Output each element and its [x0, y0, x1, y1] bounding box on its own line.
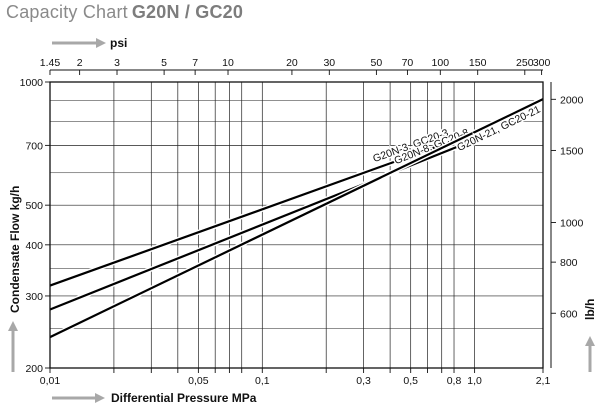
psi-tick-label: 3	[114, 57, 120, 69]
y-axis-label: Condensate Flow kg/h	[8, 186, 22, 313]
y-arrow-head	[8, 321, 18, 331]
series-line	[49, 98, 544, 339]
x-tick-label: 2,1	[536, 375, 551, 387]
psi-tick-label: 300	[533, 57, 551, 69]
y-tick-label: 400	[25, 240, 43, 252]
x-axis-label: Differential Pressure MPa	[111, 391, 257, 405]
psi-tick-label: 2	[77, 57, 83, 69]
y-tick-label: 1000	[20, 77, 44, 89]
x-tick-label: 0,05	[188, 375, 209, 387]
psi-tick-label: 20	[286, 57, 298, 69]
lbh-tick-label: 600	[560, 308, 578, 320]
psi-tick-label: 70	[402, 57, 414, 69]
x-tick-label: 0,3	[356, 375, 371, 387]
psi-tick-label: 7	[192, 57, 198, 69]
grid	[45, 69, 556, 373]
series-label: G20N-21, GC20-21	[455, 103, 542, 153]
chart-title-model: G20N / GC20	[131, 2, 244, 22]
psi-tick-label: 10	[222, 57, 234, 69]
lbh-tick-label: 800	[560, 257, 578, 269]
psi-arrow-head	[96, 38, 106, 48]
psi-tick-label: 250	[516, 57, 534, 69]
psi-axis-label: psi	[110, 36, 127, 50]
x-tick-label: 0,01	[40, 375, 61, 387]
y-tick-label: 200	[25, 363, 43, 375]
lbh-tick-label: 1500	[560, 145, 584, 157]
psi-tick-label: 30	[323, 57, 335, 69]
y-tick-label: 500	[25, 200, 43, 212]
chart-title-main: Capacity Chart	[6, 2, 128, 22]
y-tick-label: 700	[25, 140, 43, 152]
psi-tick-label: 50	[371, 57, 383, 69]
x-tick-label: 0,8	[447, 375, 462, 387]
x-tick-label: 1,0	[467, 375, 482, 387]
psi-tick-label: 5	[161, 57, 167, 69]
x-tick-label: 0,1	[255, 375, 270, 387]
plot-frame	[49, 81, 544, 369]
series-line	[49, 139, 455, 287]
lbh-arrow-head	[585, 336, 595, 346]
lbh-tick-label: 1000	[560, 217, 584, 229]
psi-tick-label: 150	[469, 57, 487, 69]
x-tick-label: 0,5	[403, 375, 418, 387]
tick-labels: 0,01 0,05 0,1 0,3 0,5 0,8 1,0 2,1 200 300 400 500 70…	[20, 57, 584, 387]
lbh-tick-label: 2000	[560, 94, 584, 106]
x-arrow-head	[95, 393, 105, 403]
chart-title: Capacity Chart G20N / GC20	[6, 2, 243, 23]
psi-tick-label: 1.45	[40, 57, 61, 69]
psi-tick-label: 100	[432, 57, 450, 69]
lbh-axis-label: lb/h	[583, 299, 597, 320]
y-tick-label: 300	[25, 291, 43, 303]
